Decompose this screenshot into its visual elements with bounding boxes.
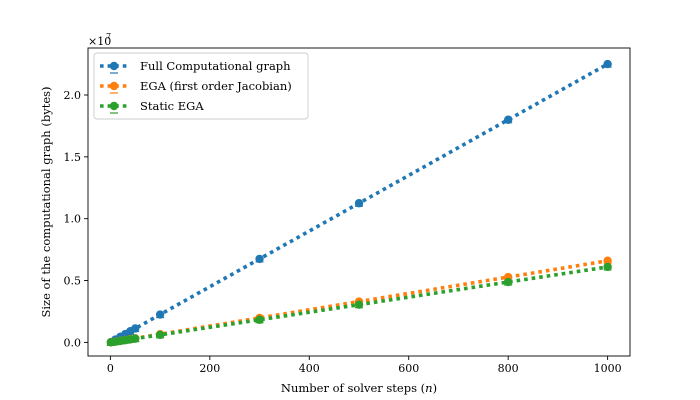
legend-marker	[109, 81, 119, 91]
data-point	[603, 256, 612, 265]
data-point	[255, 315, 264, 324]
y-tick-label: 0.5	[64, 275, 82, 288]
data-point	[131, 334, 140, 343]
x-tick-label: 800	[498, 362, 519, 375]
x-tick-label: 200	[199, 362, 220, 375]
x-axis: 0 200 400 600 800 1000	[107, 356, 622, 375]
data-point	[603, 59, 612, 69]
data-point	[155, 310, 165, 319]
legend-marker	[109, 101, 119, 111]
data-point	[155, 330, 165, 340]
x-axis-label: Number of solver steps (n)	[281, 381, 437, 395]
data-point	[255, 254, 264, 264]
plot-area	[87, 47, 631, 357]
y-tick-label: 2.0	[64, 89, 82, 102]
y-tick-label: 1.0	[64, 213, 82, 226]
data-point	[131, 324, 140, 333]
data-point	[354, 300, 364, 309]
legend: Full Computational graph EGA (first order…	[93, 52, 309, 120]
data-point	[503, 277, 513, 287]
y-tick-label: 1.5	[64, 151, 82, 164]
y-multiplier-label: ×10 7	[88, 32, 111, 48]
x-tick-label: 600	[398, 362, 419, 375]
data-point	[603, 262, 612, 272]
y-tick-label: 0.0	[64, 336, 82, 349]
x-tick-label: 1000	[594, 362, 622, 375]
data-point	[354, 199, 364, 208]
legend-label: EGA (first order Jacobian)	[140, 79, 292, 93]
x-tick-label: 0	[107, 362, 114, 375]
legend-label: Full Computational graph	[140, 59, 291, 73]
y-multiplier-base: ×10	[88, 35, 111, 48]
axes-frame	[87, 47, 631, 357]
y-multiplier-exponent: 7	[106, 32, 111, 41]
legend-frame	[93, 52, 309, 120]
legend-marker	[109, 61, 119, 71]
y-axis-label: Size of the computational graph (bytes)	[39, 86, 53, 317]
data-point	[503, 115, 513, 124]
x-tick-label: 400	[299, 362, 320, 375]
legend-label: Static EGA	[140, 99, 204, 113]
y-axis: 0.0 0.5 1.0 1.5 2.0	[64, 89, 88, 349]
